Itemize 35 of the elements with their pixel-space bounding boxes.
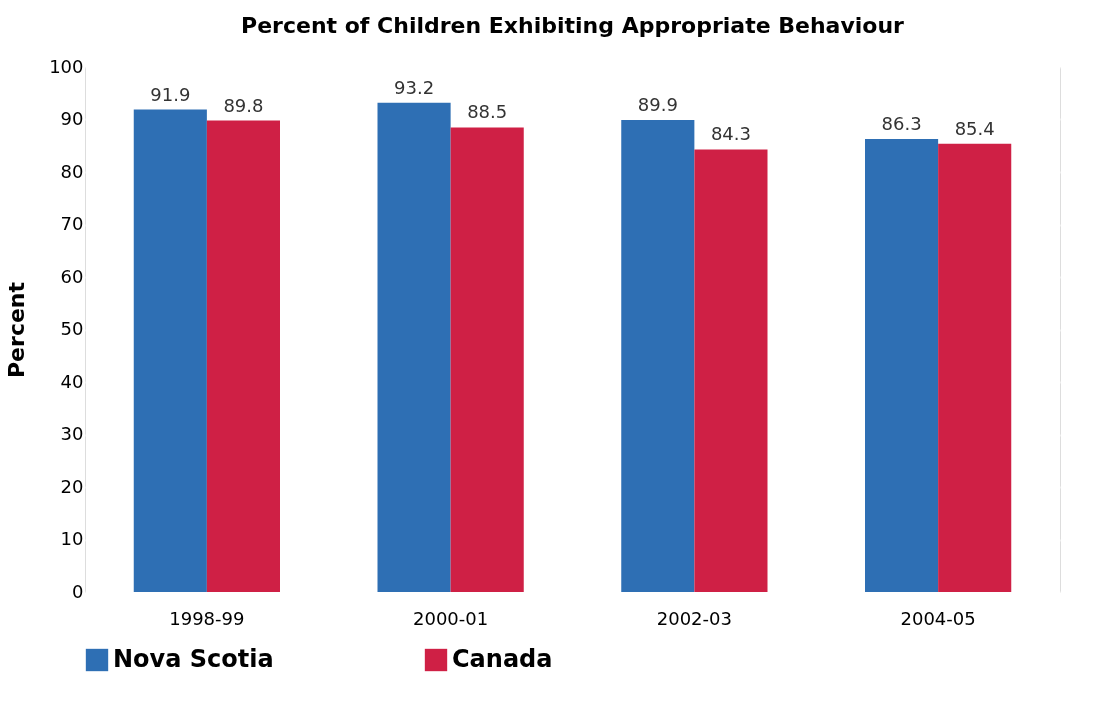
y-tick-label: 50 (60, 318, 84, 339)
y-tick-label: 70 (60, 213, 84, 234)
y-tick-label: 100 (49, 55, 84, 77)
x-tick-label: 2004-05 (900, 607, 976, 629)
data-label: 85.4 (954, 117, 995, 139)
data-label: 93.2 (394, 76, 435, 98)
bar (865, 138, 939, 592)
y-tick-label: 20 (60, 475, 84, 497)
data-label: 91.9 (150, 83, 191, 105)
y-tick-label: 40 (60, 370, 84, 392)
y-tick-label: 0 (72, 580, 84, 602)
data-label: 84.3 (710, 123, 751, 145)
bar (133, 109, 207, 592)
legend-label: Canada (452, 645, 553, 673)
chart-title: Percent of Children Exhibiting Appropriate Behaviour (241, 13, 905, 38)
x-tick-label: 2000-01 (413, 607, 489, 629)
y-tick-label: 90 (60, 108, 84, 129)
bar (694, 149, 768, 592)
legend-label: Nova Scotia (113, 645, 274, 673)
y-tick-label: 60 (60, 265, 84, 287)
y-axis-title: Percent (4, 281, 30, 379)
bar (938, 143, 1012, 592)
bar (621, 120, 695, 592)
bar (450, 127, 524, 592)
bar (377, 102, 451, 592)
y-tick-label: 10 (60, 528, 84, 549)
x-tick-label: 2002-03 (656, 607, 732, 629)
data-label: 86.3 (881, 112, 922, 134)
y-tick-label: 30 (60, 423, 84, 444)
bar (206, 120, 280, 592)
data-label: 89.8 (223, 94, 264, 116)
data-label: 89.9 (637, 94, 678, 116)
x-tick-label: 1998-99 (169, 607, 245, 629)
y-tick-label: 80 (60, 160, 84, 182)
data-label: 88.5 (467, 101, 508, 123)
